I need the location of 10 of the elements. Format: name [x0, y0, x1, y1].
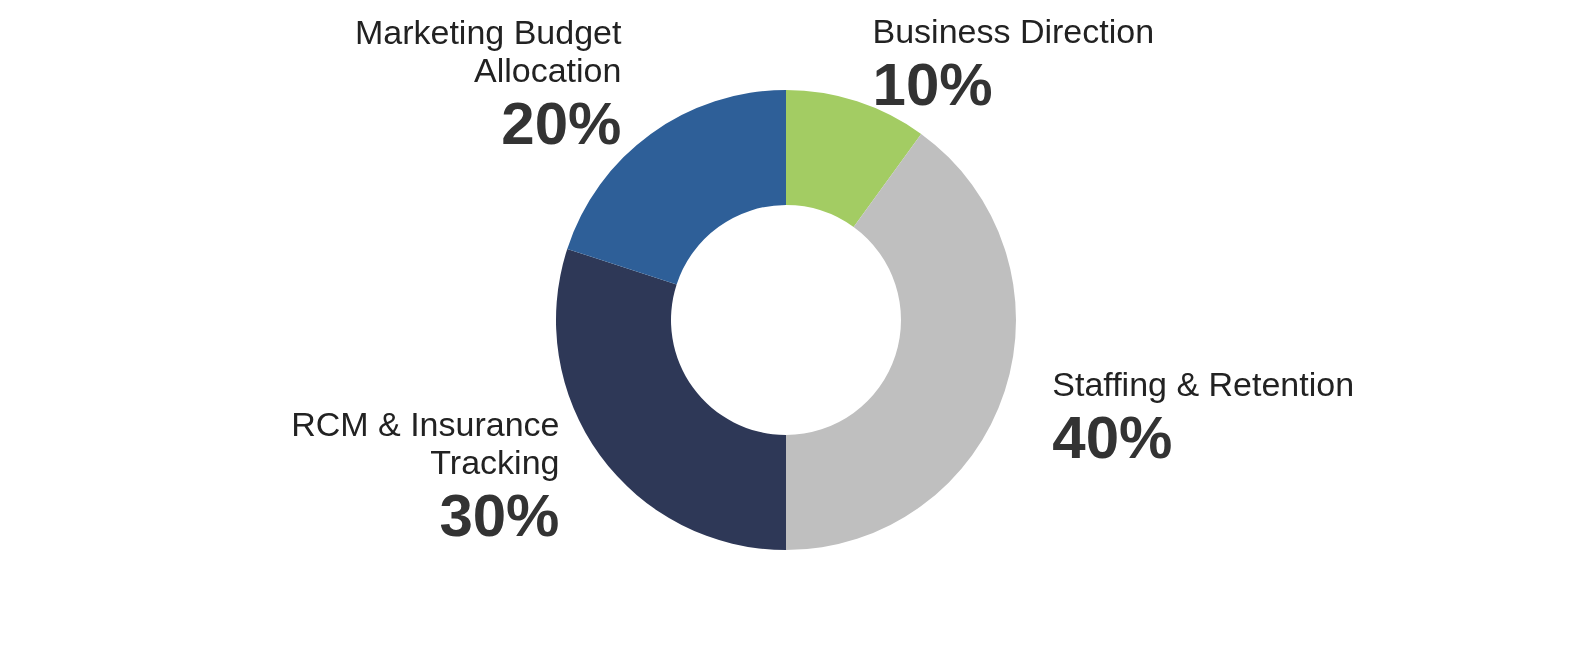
- donut-slice: [786, 133, 1016, 550]
- data-label: 30%: [439, 481, 560, 549]
- slice-label: Marketing Budget Allocation: [354, 13, 622, 90]
- data-label: 20%: [501, 90, 622, 158]
- slice-label: RCM & Insurance Tracking: [291, 404, 560, 481]
- slice-label: Business Direction: [872, 11, 1155, 50]
- donut-slice: [556, 248, 786, 550]
- data-label: 40%: [1052, 403, 1173, 471]
- slice-label: Staffing & Retention: [1052, 364, 1355, 403]
- data-label: 10%: [872, 50, 993, 118]
